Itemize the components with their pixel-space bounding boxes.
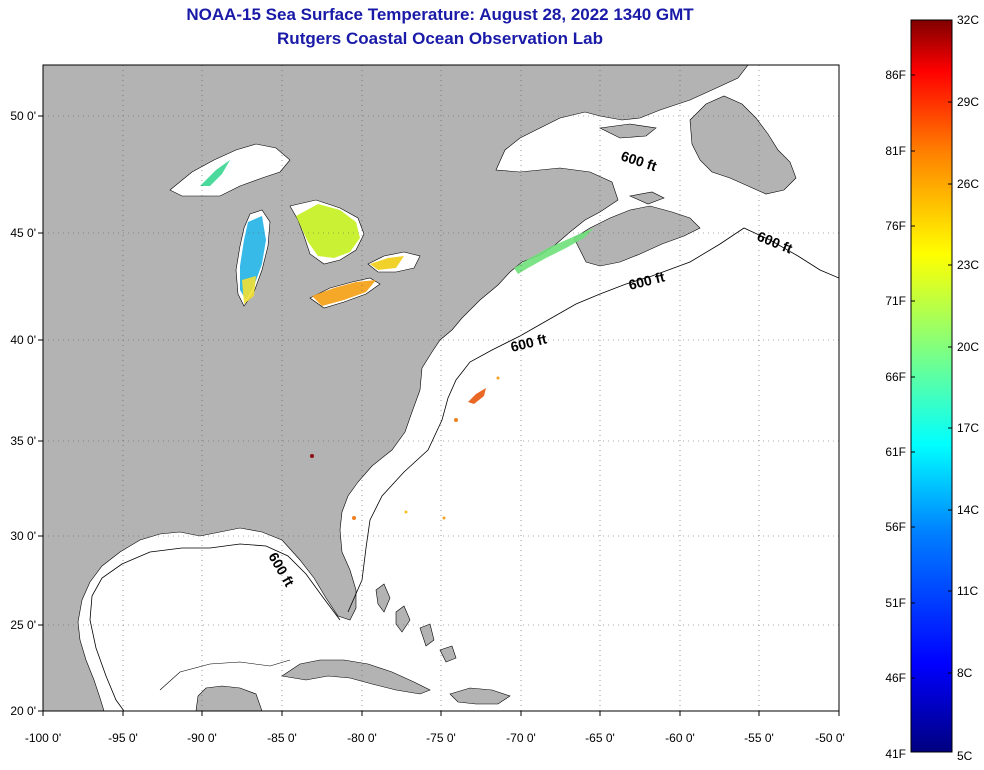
lon-tick-label: -95 0' (108, 731, 138, 745)
sst-speck (454, 418, 458, 422)
celsius-label: 29C (957, 95, 979, 109)
lat-tick-label: 45 0' (10, 226, 36, 240)
lon-tick-label: -80 0' (347, 731, 377, 745)
lon-tick-label: -100 0' (25, 731, 61, 745)
lat-tick-label: 50 0' (10, 109, 36, 123)
sst-lake-michigan-south (242, 276, 256, 304)
isobath-atlantic (347, 227, 839, 613)
lon-tick-label: -90 0' (187, 731, 217, 745)
bahamas-islands (375, 583, 457, 663)
fahrenheit-label: 61F (885, 445, 906, 459)
celsius-label: 20C (957, 340, 979, 354)
isobath-gulf-inner (159, 659, 291, 691)
colorbar (910, 19, 953, 753)
celsius-label: 32C (957, 13, 979, 27)
fahrenheit-label: 66F (885, 370, 906, 384)
pei-island (628, 191, 665, 205)
fahrenheit-label: 76F (885, 219, 906, 233)
lat-tick-label: 20 0' (10, 704, 36, 718)
sst-speck (404, 510, 408, 514)
celsius-label: 23C (957, 258, 979, 272)
sst-gulf-stream (468, 388, 486, 404)
fahrenheit-label: 41F (885, 747, 906, 761)
sst-lake-superior (200, 160, 230, 186)
nova-scotia-land (573, 205, 701, 267)
longitude-ticks: -100 0' -95 0' -90 0' -85 0' -80 0' -75 … (25, 711, 845, 745)
lon-tick-label: -75 0' (426, 731, 456, 745)
lat-tick-label: 35 0' (10, 434, 36, 448)
colorbar-fahrenheit-labels: 86F 81F 76F 71F 66F 61F 56F 51F 46F 41F (885, 68, 906, 761)
fahrenheit-label: 51F (885, 596, 906, 610)
newfoundland-land (689, 95, 797, 195)
celsius-label: 26C (957, 177, 979, 191)
sst-speck (352, 516, 356, 520)
sst-lake-huron (296, 204, 360, 258)
celsius-label: 8C (957, 666, 973, 680)
lat-tick-label: 25 0' (10, 618, 36, 632)
colorbar-celsius-labels: 32C 29C 26C 23C 20C 17C 14C 11C 8C 5C (957, 13, 979, 763)
lon-tick-label: -55 0' (744, 731, 774, 745)
fahrenheit-label: 46F (885, 671, 906, 685)
lon-tick-label: -60 0' (665, 731, 695, 745)
fahrenheit-label: 56F (885, 520, 906, 534)
fahrenheit-label: 71F (885, 294, 906, 308)
sst-gulf-of-maine (514, 228, 594, 274)
lon-tick-label: -85 0' (267, 731, 297, 745)
chart-title: NOAA-15 Sea Surface Temperature: August … (186, 5, 694, 24)
lon-tick-label: -50 0' (815, 731, 845, 745)
sst-speck (310, 454, 314, 458)
chart-subtitle: Rutgers Coastal Ocean Observation Lab (277, 29, 603, 48)
yucatan-land (195, 685, 263, 711)
lat-tick-label: 30 0' (10, 529, 36, 543)
sst-lake-erie (312, 280, 376, 306)
fahrenheit-label: 81F (885, 144, 906, 158)
sst-speck (442, 516, 446, 520)
sst-lake-ontario (370, 256, 404, 270)
lon-tick-label: -65 0' (585, 731, 615, 745)
fahrenheit-label: 86F (885, 68, 906, 82)
isobath-gulf (89, 543, 341, 711)
anticosti-island (598, 123, 657, 139)
colorbar-ticks (911, 19, 952, 679)
cuba-land (281, 659, 431, 695)
celsius-label: 17C (957, 421, 979, 435)
hispaniola-land (449, 687, 511, 705)
celsius-label: 5C (957, 749, 973, 763)
latitude-ticks: 50 0' 45 0' 40 0' 35 0' 30 0' 25 0' 20 0… (10, 109, 43, 718)
celsius-label: 11C (957, 584, 978, 598)
celsius-label: 14C (957, 503, 979, 517)
sst-speck (496, 376, 500, 380)
lake-superior (169, 143, 291, 197)
lat-tick-label: 40 0' (10, 333, 36, 347)
lon-tick-label: -70 0' (506, 731, 536, 745)
north-america-land (43, 65, 749, 711)
